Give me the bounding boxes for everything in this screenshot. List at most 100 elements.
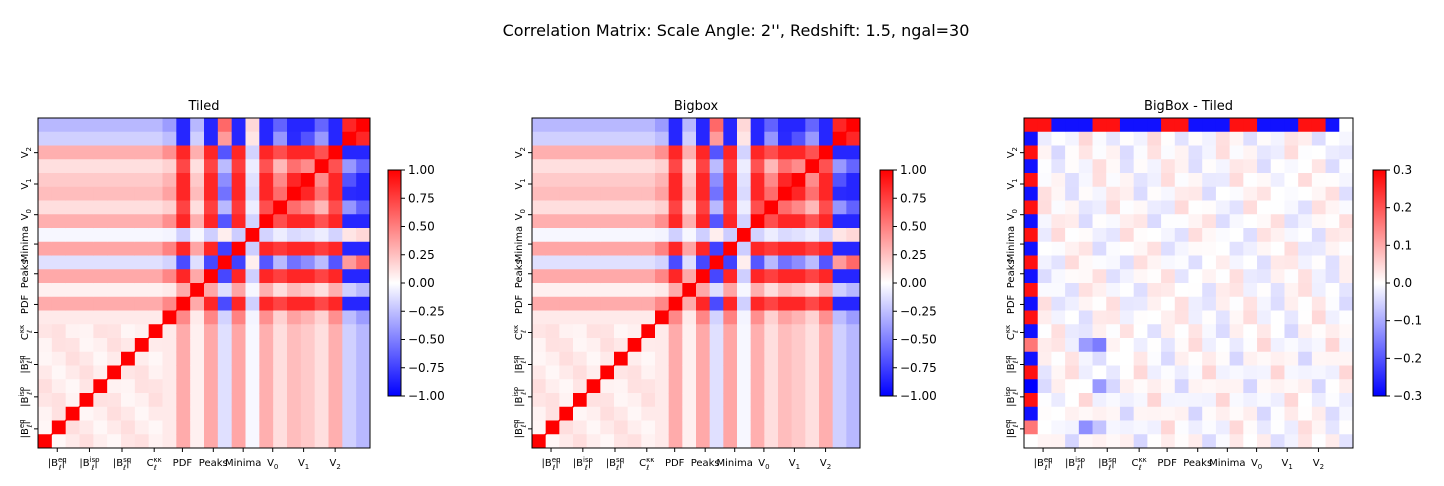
axes-frame (1023, 117, 1354, 449)
heatmap-cell (176, 145, 191, 160)
heatmap-cell (573, 324, 588, 339)
heatmap-cell (1147, 434, 1162, 449)
heatmap-cell (655, 228, 670, 243)
heatmap-cell (1298, 255, 1313, 270)
heatmap-cell (1243, 434, 1258, 449)
heatmap-cell (287, 159, 302, 174)
heatmap-cell (148, 200, 163, 215)
heatmap-cell (356, 393, 371, 408)
heatmap-cell (805, 145, 820, 160)
heatmap-cell (217, 159, 233, 174)
heatmap-cell (79, 228, 94, 243)
y-tick-label: |Beqℓ| (18, 419, 34, 438)
heatmap-cell (819, 393, 834, 408)
heatmap-cell (300, 283, 316, 298)
heatmap-cell (1065, 324, 1080, 339)
heatmap-cell (791, 145, 806, 160)
heatmap-cell (1106, 406, 1121, 421)
heatmap-cell (176, 365, 191, 380)
heatmap-cell (819, 241, 834, 256)
heatmap-cell (107, 406, 122, 421)
heatmap-cell (38, 379, 53, 394)
heatmap-cell (314, 145, 329, 160)
heatmap-cell (600, 214, 615, 229)
heatmap-cell (655, 351, 670, 366)
heatmap-cell (1270, 186, 1285, 201)
heatmap-cell (134, 186, 150, 201)
heatmap-cell (1119, 186, 1135, 201)
heatmap-cell (1119, 420, 1135, 435)
heatmap-cell (614, 420, 629, 435)
heatmap-cell (682, 255, 697, 270)
heatmap-cell (287, 131, 302, 146)
heatmap-cell (300, 406, 316, 421)
heatmap-cell (356, 310, 371, 325)
heatmap-cell (723, 351, 738, 366)
heatmap-cell (1174, 269, 1189, 284)
heatmap-cell (545, 255, 560, 270)
heatmap-cell (342, 365, 357, 380)
heatmap-cell (273, 406, 288, 421)
heatmap-cell (204, 310, 219, 325)
heatmap-cell (832, 173, 847, 188)
heatmap-cell (723, 420, 738, 435)
heatmap-cell (38, 241, 53, 256)
heatmap-cell (709, 338, 724, 353)
heatmap-cell (176, 159, 191, 174)
heatmap-cell (1257, 324, 1272, 339)
heatmap-cell (1147, 159, 1162, 174)
heatmap-cell (791, 365, 806, 380)
heatmap-cell (750, 228, 765, 243)
heatmap-cell (287, 173, 302, 188)
x-tick-label: Peaks (1183, 458, 1212, 469)
heatmap-cell (1147, 296, 1162, 311)
heatmap-cell (709, 186, 724, 201)
heatmap-cell (1311, 338, 1326, 353)
heatmap-cell (737, 283, 752, 298)
heatmap-cell (1024, 296, 1039, 311)
y-tick-label: V0 (514, 209, 527, 220)
heatmap-cell (1229, 406, 1244, 421)
heatmap-cell (668, 338, 683, 353)
heatmap-cell (1311, 393, 1326, 408)
heatmap-cell (1243, 118, 1258, 133)
heatmap-cell (532, 228, 547, 243)
heatmap-cell (559, 214, 574, 229)
heatmap-cell (342, 241, 357, 256)
heatmap-cell (1270, 200, 1285, 215)
heatmap-cell (231, 214, 246, 229)
figure-suptitle: Correlation Matrix: Scale Angle: 2'', Re… (503, 21, 970, 40)
heatmap-cell (737, 118, 752, 133)
heatmap-cell (1270, 420, 1285, 435)
heatmap-cell (1257, 296, 1272, 311)
heatmap-cell (709, 365, 724, 380)
heatmap-cell (162, 283, 177, 298)
heatmap-cell (204, 173, 219, 188)
heatmap-cell (709, 214, 724, 229)
heatmap-cell (532, 420, 547, 435)
heatmap-cell (79, 145, 94, 160)
heatmap-cell (273, 173, 288, 188)
heatmap-cell (245, 200, 260, 215)
heatmap-cell (1065, 131, 1080, 146)
colorbar-tick-label: −0.50 (900, 333, 937, 347)
heatmap-cell (314, 379, 329, 394)
heatmap-cell (342, 118, 357, 133)
heatmap-cell (1202, 269, 1217, 284)
heatmap-cell (764, 310, 779, 325)
heatmap-cell (573, 434, 588, 449)
heatmap-cell (600, 406, 615, 421)
heatmap-cell (559, 269, 574, 284)
heatmap-cell (1174, 173, 1189, 188)
heatmap-cell (778, 145, 793, 160)
heatmap-cell (1161, 420, 1176, 435)
heatmap-cell (1119, 159, 1135, 174)
heatmap-cell (190, 269, 205, 284)
heatmap-cell (38, 420, 53, 435)
heatmap-cell (342, 283, 357, 298)
heatmap-cell (1078, 283, 1093, 298)
heatmap-cell (668, 310, 683, 325)
heatmap-cell (93, 145, 108, 160)
heatmap-cell (805, 420, 820, 435)
heatmap-cell (1037, 186, 1052, 201)
